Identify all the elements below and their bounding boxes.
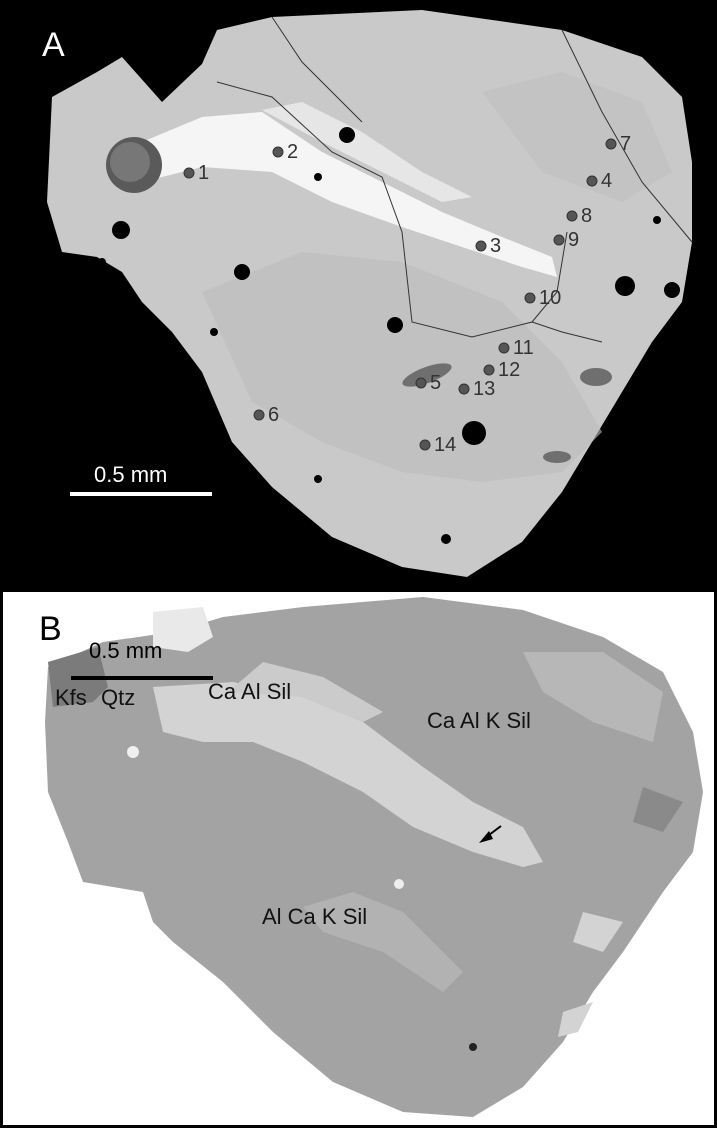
phase-map-b [45, 597, 703, 1117]
spot-label-1: 1 [198, 162, 210, 184]
scale-bar-b [71, 676, 213, 680]
scale-bar-a [70, 492, 212, 496]
phase-label-al-ca-k-sil: Al Ca K Sil [262, 904, 368, 929]
spot-label-13: 13 [473, 378, 496, 400]
panel-letter-b: B [39, 610, 62, 648]
scale-bar-label-a: 0.5 mm [94, 462, 168, 487]
spot-label-9: 9 [568, 229, 580, 251]
spot-label-14: 14 [434, 434, 457, 456]
panel-letter-a: A [42, 26, 65, 64]
phase-label-qtz: Qtz [101, 685, 136, 710]
spot-label-11: 11 [513, 337, 534, 359]
spot-label-7: 7 [620, 133, 632, 155]
panel-a: A 0.5 mm 1 2 3 4 5 6 7 8 9 10 11 12 13 1… [0, 0, 717, 592]
phase-label-ca-al-sil: Ca Al Sil [208, 679, 292, 704]
bright-band-a [142, 112, 557, 277]
phase-label-kfs: Kfs [55, 685, 87, 710]
grain-image-a [47, 10, 693, 577]
spot-label-10: 10 [539, 287, 562, 309]
spot-label-3: 3 [490, 235, 502, 257]
panel-b: B 0.5 mm Kfs Qtz Ca Al Sil Ca Al K Sil A… [0, 592, 717, 1128]
spot-label-6: 6 [268, 404, 280, 426]
spot-label-4: 4 [601, 170, 613, 192]
spot-label-12: 12 [498, 359, 521, 381]
spot-label-8: 8 [581, 205, 593, 227]
phase-label-ca-al-k-sil: Ca Al K Sil [427, 708, 531, 733]
spot-label-2: 2 [287, 141, 299, 163]
scale-bar-label-b: 0.5 mm [89, 638, 163, 663]
spot-label-5: 5 [430, 372, 442, 394]
